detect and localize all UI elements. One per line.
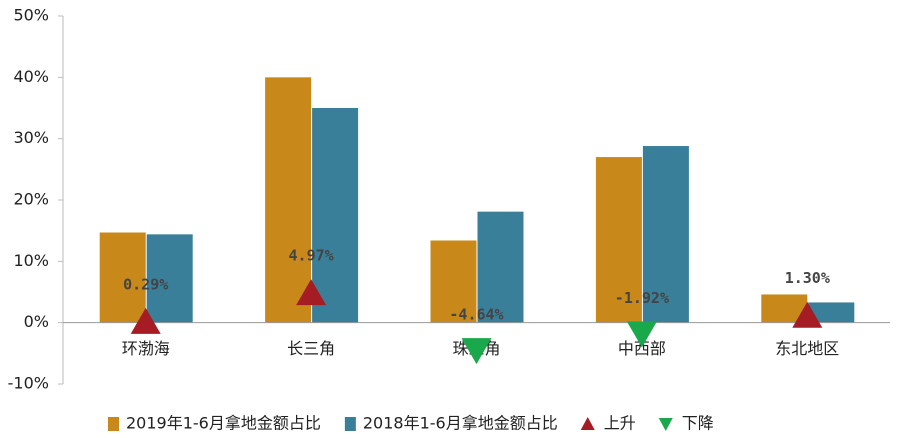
y-tick-label: -10% [8, 374, 49, 393]
bar [99, 232, 146, 323]
legend-marker [580, 417, 595, 430]
y-tick-label: 0% [24, 312, 49, 331]
bar [146, 234, 193, 323]
legend-label: 2019年1-6月拿地金额占比 [126, 414, 321, 433]
bar [265, 77, 312, 323]
bar [595, 157, 642, 323]
bar [430, 240, 477, 323]
change-label: 4.97% [289, 247, 334, 265]
legend-swatch [108, 417, 119, 431]
change-label: -1.92% [615, 289, 669, 307]
legend-marker [658, 418, 673, 431]
bar [808, 302, 855, 323]
y-tick-label: 30% [13, 128, 49, 147]
change-marker [130, 307, 161, 334]
change-label: -4.64% [449, 306, 503, 324]
x-tick-label: 东北地区 [775, 339, 839, 358]
legend-label: 下降 [682, 414, 714, 433]
x-tick-label: 长三角 [287, 339, 335, 358]
change-marker [461, 338, 492, 365]
legend-label: 2018年1-6月拿地金额占比 [363, 414, 558, 433]
bar [477, 211, 524, 323]
bar [312, 108, 359, 323]
legend-swatch [344, 417, 356, 431]
legend-label: 上升 [604, 414, 636, 433]
change-label: 1.30% [785, 269, 830, 287]
y-tick-label: 50% [13, 6, 49, 25]
bar [642, 146, 689, 323]
y-tick-label: 40% [13, 67, 49, 86]
change-label: 0.29% [123, 275, 168, 293]
change-marker [626, 321, 657, 348]
change-marker [296, 279, 327, 306]
change-marker [792, 301, 823, 328]
x-tick-label: 中西部 [618, 339, 666, 358]
x-tick-label: 环渤海 [122, 339, 170, 358]
y-tick-label: 20% [13, 190, 49, 209]
y-tick-label: 10% [13, 251, 49, 270]
